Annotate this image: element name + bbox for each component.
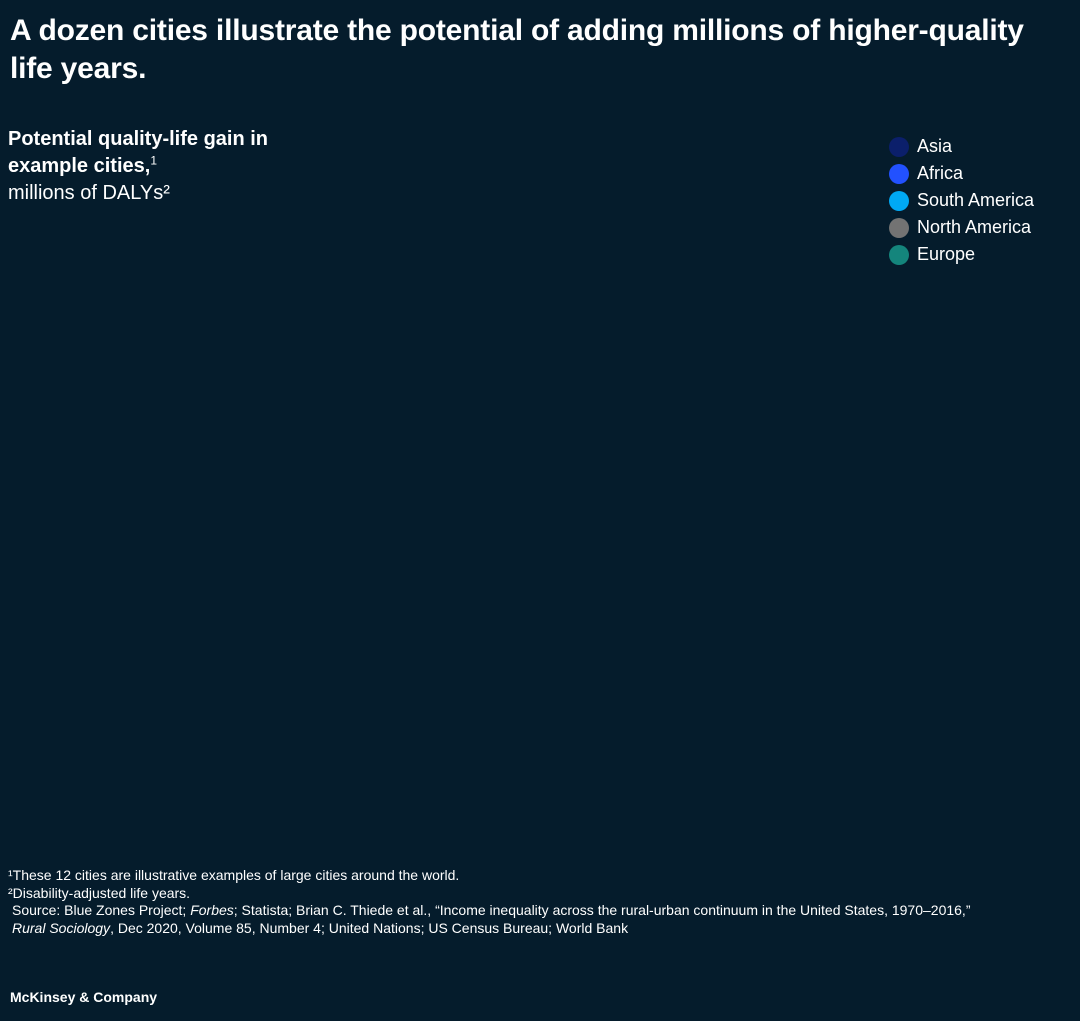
legend-swatch bbox=[889, 190, 909, 211]
chart-title: Potential quality-life gain in example c… bbox=[8, 126, 308, 180]
legend-item-north-america: North America bbox=[889, 214, 1034, 241]
legend-label: South America bbox=[917, 190, 1035, 210]
source-mid: ; Statista; Brian C. Thiede et al., “Inc… bbox=[233, 902, 971, 918]
chart-unit-label: millions of DALYs² bbox=[8, 182, 170, 204]
legend-item-africa: Africa bbox=[889, 160, 1034, 187]
source-forbes: Forbes bbox=[190, 902, 234, 918]
legend-label: Europe bbox=[917, 244, 976, 264]
chart-title-block: Potential quality-life gain in example c… bbox=[8, 126, 308, 207]
headline: A dozen cities illustrate the potential … bbox=[10, 14, 1024, 85]
footnote-1: ¹These 12 cities are illustrative exampl… bbox=[8, 867, 460, 883]
footnotes: ¹These 12 cities are illustrative exampl… bbox=[8, 867, 1068, 937]
source-prefix: Source: Blue Zones Project; bbox=[12, 902, 191, 918]
legend-item-south-america: South America bbox=[889, 187, 1034, 214]
source-end: , Dec 2020, Volume 85, Number 4; United … bbox=[110, 919, 629, 936]
legend-label: Africa bbox=[917, 163, 964, 183]
source-journal: Rural Sociology bbox=[12, 919, 111, 936]
legend-swatch bbox=[889, 217, 909, 238]
chart-title-text: Potential quality-life gain in example c… bbox=[8, 128, 269, 177]
chart-title-footnote-ref: 1 bbox=[150, 153, 157, 168]
chart-plot-area bbox=[8, 280, 1068, 840]
legend-swatch bbox=[889, 163, 909, 184]
legend-label: Asia bbox=[917, 136, 953, 156]
footnote-2: ²Disability-adjusted life years. bbox=[8, 884, 191, 901]
chart-legend: Asia Africa South America North America Euro… bbox=[889, 133, 1034, 268]
source-note: Source: Blue Zones Project; Forbes; Stat… bbox=[8, 902, 1068, 920]
legend-swatch bbox=[889, 136, 909, 157]
legend-item-asia: Asia bbox=[889, 133, 1034, 160]
legend-swatch bbox=[889, 244, 909, 265]
brand-logo-text: McKinsey & Company bbox=[10, 989, 158, 1005]
legend-item-europe: Europe bbox=[889, 241, 1034, 268]
source-note-continued: Rural Sociology, Dec 2020, Volume 85, Nu… bbox=[8, 920, 1068, 938]
legend-label: North America bbox=[917, 217, 1032, 237]
